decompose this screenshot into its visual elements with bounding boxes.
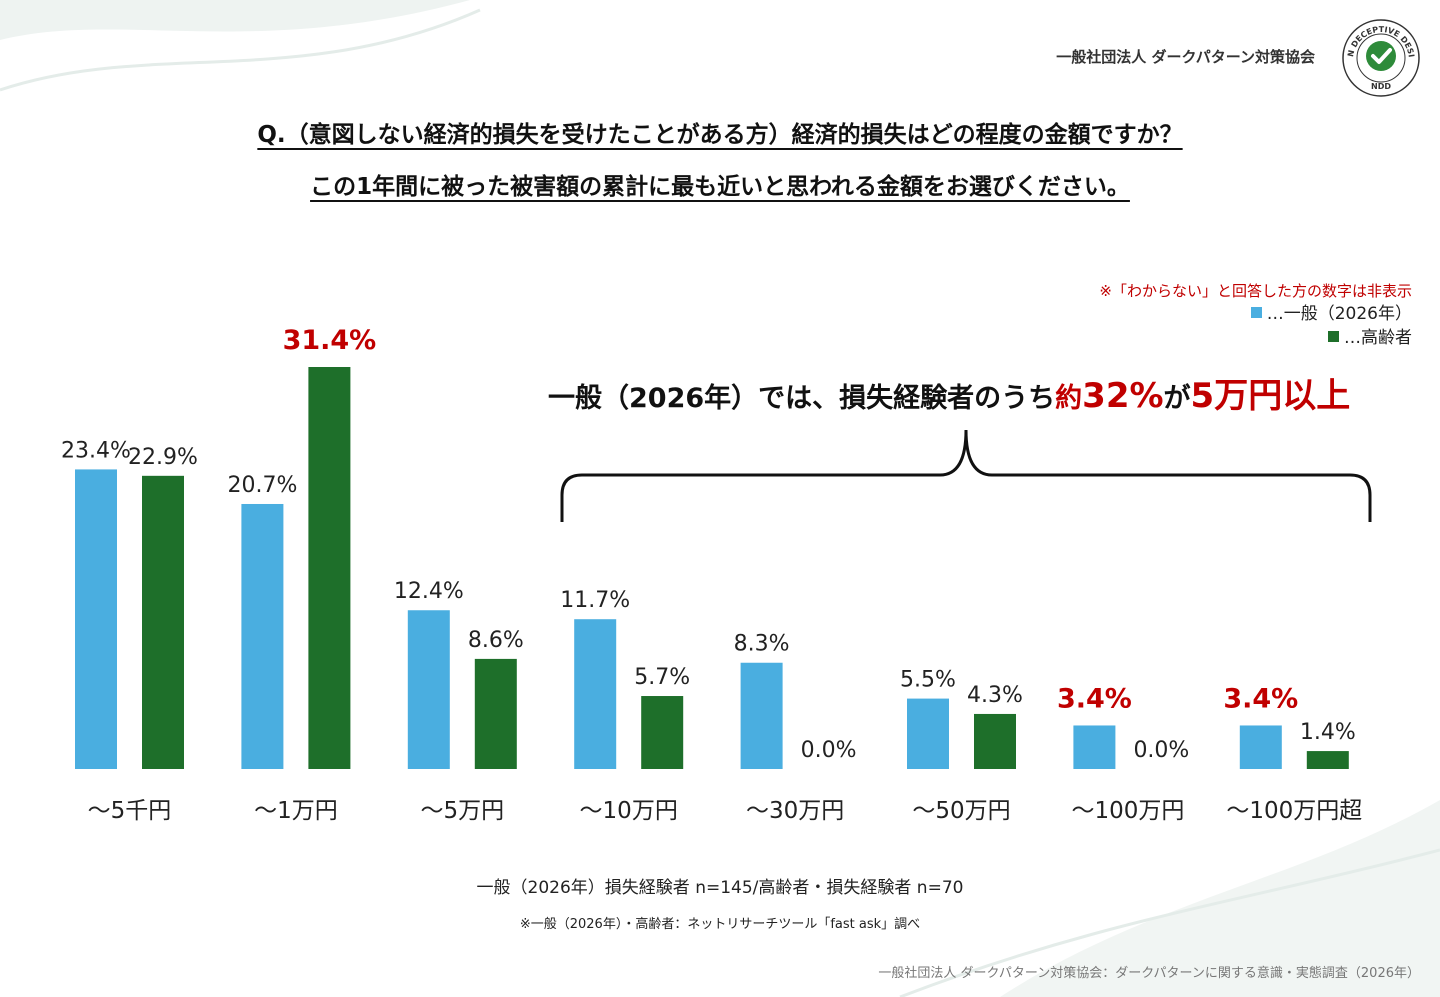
category-label-0: ～5千円 — [88, 798, 172, 824]
chart-legend: …一般（2026年） …高齢者 — [1250, 302, 1412, 350]
survey-credit: 一般社団法人 ダークパターン対策協会：ダークパターンに関する意識・実態調査（20… — [878, 966, 1420, 981]
data-label-elderly-0: 22.9% — [128, 445, 198, 470]
bar-general-5 — [907, 698, 949, 769]
bar-elderly-7 — [1306, 751, 1349, 769]
bar-general-4 — [740, 662, 783, 769]
data-label-elderly-3: 5.7% — [634, 665, 690, 690]
legend-swatch-elderly — [1328, 331, 1339, 342]
bar-general-6 — [1073, 725, 1116, 769]
bar-general-3 — [574, 619, 617, 769]
data-label-general-5: 5.5% — [900, 668, 956, 693]
data-label-general-6: 3.4% — [1057, 683, 1132, 714]
category-label-2: ～5万円 — [420, 798, 504, 824]
question-line-1: Q.（意図しない経済的損失を受けたことがある方）経済的損失はどの程度の金額ですか… — [257, 122, 1183, 148]
data-label-elderly-5: 4.3% — [967, 683, 1023, 708]
bar-elderly-0 — [142, 475, 184, 769]
bar-elderly-2 — [474, 658, 517, 769]
data-label-general-1: 20.7% — [227, 473, 297, 498]
logo-bottom-text: NDD — [1371, 82, 1391, 91]
legend-swatch-general — [1250, 307, 1262, 318]
highlight-callout: 一般（2026年）では、損失経験者のうち約32%が5万円以上 — [548, 376, 1351, 416]
bar-elderly-5 — [974, 713, 1016, 769]
ndd-logo: NON DECEPTIVE DESIGN NDD — [1341, 18, 1420, 97]
checkmark-icon — [1371, 48, 1392, 64]
organization-name: 一般社団法人 ダークパターン対策協会 — [1056, 48, 1315, 66]
category-label-7: ～100万円超 — [1226, 798, 1362, 824]
bar-general-7 — [1239, 725, 1282, 769]
bar-general-0 — [75, 469, 117, 769]
data-label-elderly-2: 8.6% — [468, 628, 524, 653]
bar-general-1 — [241, 503, 284, 769]
data-label-general-7: 3.4% — [1223, 683, 1298, 714]
hidden-answer-note: ※「わからない」と回答した方の数字は非表示 — [1099, 282, 1412, 300]
category-label-4: ～30万円 — [746, 798, 844, 824]
data-label-elderly-4: 0.0% — [801, 738, 857, 763]
category-label-1: ～1万円 — [254, 798, 338, 824]
sample-size-note: 一般（2026年）損失経験者 n=145/高齢者・損失経験者 n=70 — [476, 878, 964, 898]
data-label-general-3: 11.7% — [560, 588, 630, 613]
data-label-general-0: 23.4% — [61, 438, 131, 463]
category-label-6: ～100万円 — [1071, 798, 1184, 824]
data-label-elderly-7: 1.4% — [1300, 720, 1356, 745]
data-label-elderly-1: 31.4% — [283, 325, 377, 356]
data-label-general-2: 12.4% — [394, 579, 464, 604]
legend-item-general: …一般（2026年） — [1250, 302, 1412, 326]
category-label-5: ～50万円 — [912, 798, 1010, 824]
bar-elderly-1 — [308, 367, 351, 769]
highlight-brace — [560, 429, 1372, 522]
bar-general-2 — [407, 610, 450, 769]
legend-item-elderly: …高齢者 — [1251, 326, 1412, 350]
question-line-2: この1年間に被った被害額の累計に最も近いと思われる金額をお選びください。 — [310, 174, 1130, 200]
source-note: ※一般（2026年）・高齢者：ネットリサーチツール「fast ask」調べ — [519, 917, 921, 932]
category-label-3: ～10万円 — [580, 798, 678, 824]
bar-elderly-3 — [641, 696, 684, 769]
data-label-elderly-6: 0.0% — [1133, 738, 1189, 763]
data-label-general-4: 8.3% — [734, 632, 790, 657]
